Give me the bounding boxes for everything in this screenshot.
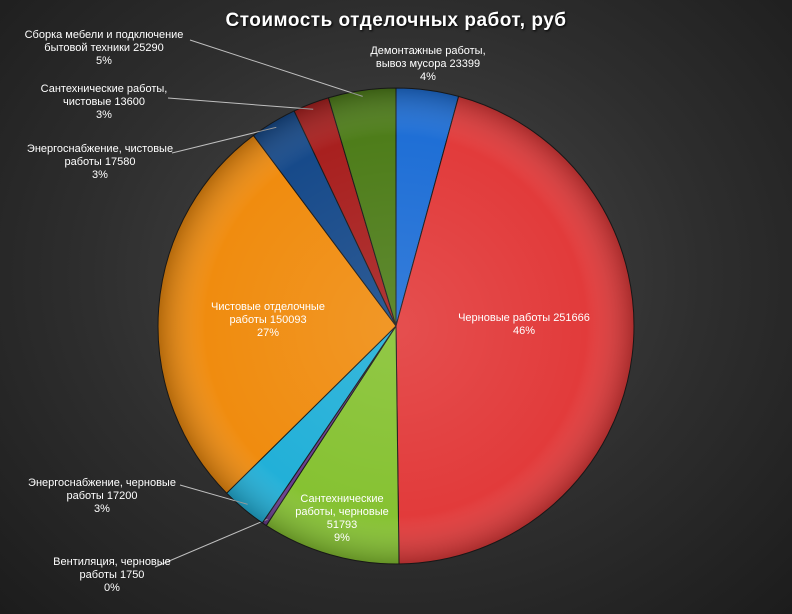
slice-label-line: работы 150093 [229, 314, 306, 326]
slice-label-line: 3% [96, 109, 112, 121]
slice-label-line: 3% [94, 503, 110, 515]
slice-label-line: чистовые 13600 [63, 96, 145, 108]
slice-label: Вентиляция, черновые работы 1750 0% [53, 556, 171, 594]
leader-line [189, 39, 363, 97]
slice-label-line: 4% [420, 71, 436, 83]
slice-label-line: Энергоснабжение, черновые [28, 477, 176, 489]
slice-label-line: работы, черновые [295, 506, 389, 518]
slice-label-line: Чистовые отделочные [211, 301, 325, 313]
slice-label-line: 46% [513, 325, 535, 337]
slice-label-line: 27% [257, 327, 279, 339]
slice-label-line: бытовой техники 25290 [44, 42, 163, 54]
slice-label: Сантехнические работы, чистовые 13600 3% [41, 83, 168, 121]
slice-label: Демонтажные работы, вывоз мусора 23399 4% [370, 45, 485, 83]
slice-label-line: Сантехнические [300, 493, 383, 505]
slice-label-line: работы 1750 [80, 569, 145, 581]
slice-label: Чистовые отделочные работы 150093 27% [211, 301, 325, 339]
slice-label: Сборка мебели и подключение бытовой техни… [25, 29, 184, 67]
slice-label-line: 0% [104, 582, 120, 594]
slice-label-line: 51793 [327, 519, 358, 531]
slice-label-line: Демонтажные работы, [370, 45, 485, 57]
slice-label-line: Вентиляция, черновые [53, 556, 171, 568]
slice-label: Энергоснабжение, чистовые работы 17580 3% [27, 143, 173, 181]
chart-title: Стоимость отделочных работ, руб [225, 10, 567, 31]
slice-label-line: 3% [92, 169, 108, 181]
leader-line [154, 518, 268, 568]
leader-line [167, 97, 314, 110]
slice-label-line: 5% [96, 55, 112, 67]
slice-label: Черновые работы 251666 46% [458, 312, 590, 337]
slice-label: Энергоснабжение, черновые работы 17200 3% [28, 477, 176, 515]
slice-label-line: Черновые работы 251666 [458, 312, 590, 324]
slice-label-line: 9% [334, 532, 350, 544]
slice-label: Сантехнические работы, черновые 51793 9% [295, 493, 389, 544]
slice-label-line: работы 17200 [66, 490, 137, 502]
slice-label-line: Сборка мебели и подключение [25, 29, 184, 41]
slice-label-line: Энергоснабжение, чистовые [27, 143, 173, 155]
slice-label-line: Сантехнические работы, [41, 83, 168, 95]
slice-label-line: вывоз мусора 23399 [376, 58, 480, 70]
slice-label-line: работы 17580 [64, 156, 135, 168]
